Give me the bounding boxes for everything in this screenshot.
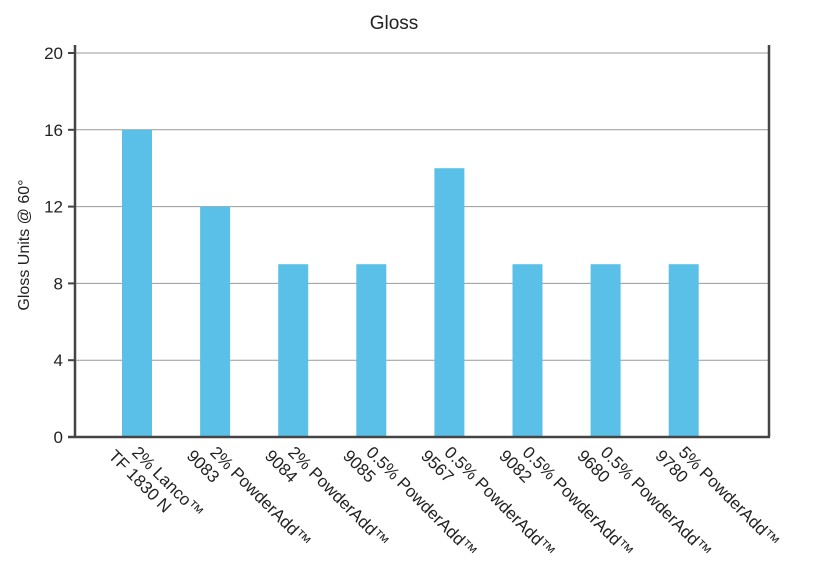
y-tick-label: 16: [44, 121, 63, 140]
bars: [122, 129, 699, 438]
bar: [356, 264, 387, 437]
y-tick-labels: 0 4 8 12 16 20: [44, 44, 63, 447]
bar: [122, 129, 152, 438]
chart-title: Gloss: [370, 13, 419, 34]
y-axis-label: Gloss Units @ 60°: [16, 179, 33, 310]
bar: [278, 264, 309, 437]
bar: [434, 168, 465, 437]
axes: [68, 45, 771, 439]
y-tick-label: 8: [54, 274, 63, 293]
y-tick-label: 0: [54, 428, 63, 447]
bar: [590, 264, 621, 437]
grid-lines: [75, 52, 769, 361]
bar: [200, 206, 231, 437]
bar: [512, 264, 543, 437]
bar: [668, 264, 699, 437]
y-tick-label: 20: [44, 44, 63, 63]
y-tick-label: 4: [54, 351, 63, 370]
y-tick-label: 12: [44, 198, 63, 217]
